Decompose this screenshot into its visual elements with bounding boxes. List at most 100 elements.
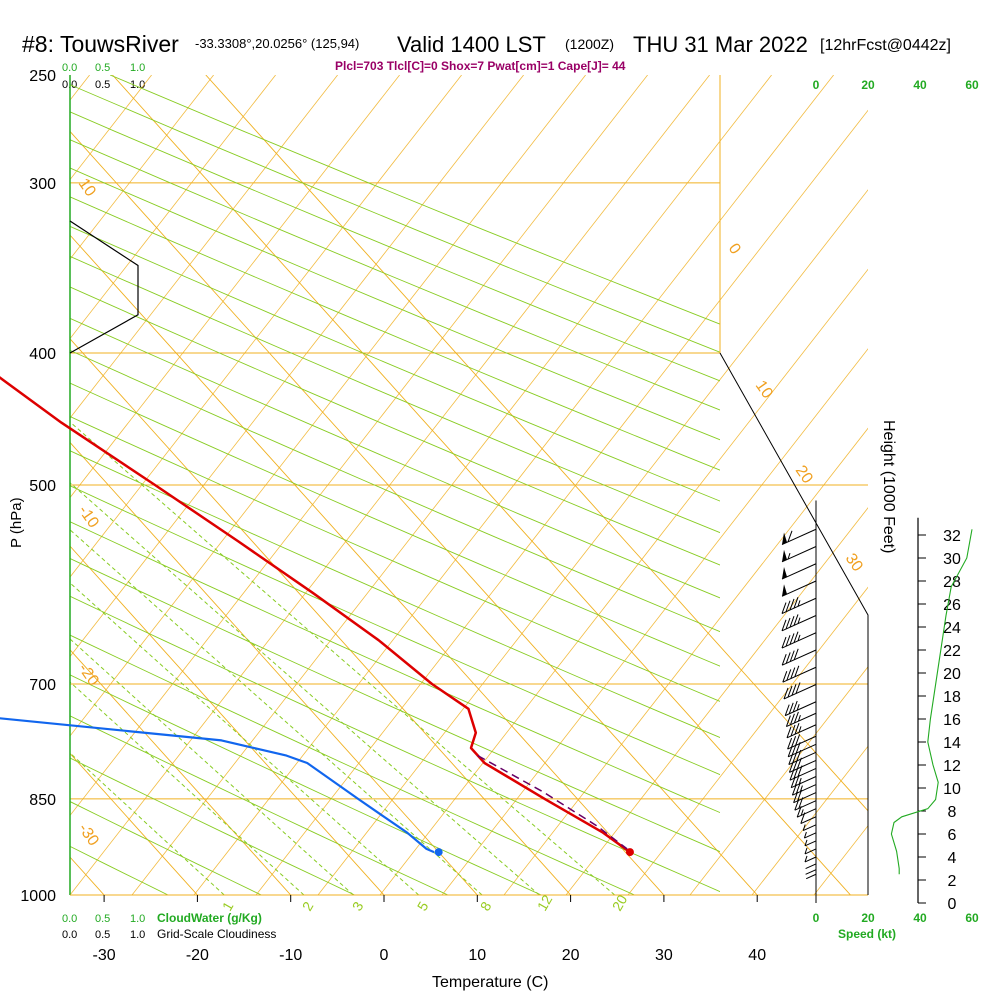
isotherm-label: -10: [75, 503, 102, 532]
isotherm-label: 30: [842, 551, 866, 575]
height-tick-label: 30: [943, 551, 961, 568]
barb-feather: [785, 652, 791, 664]
valid-time: Valid 1400 LST: [397, 32, 546, 57]
barb-feather: [796, 805, 802, 818]
height-tick-label: 8: [948, 804, 957, 821]
dry-adiabat-480: [109, 75, 720, 325]
barb-feather: [789, 598, 795, 611]
wind-barb: [805, 873, 817, 880]
mixing-ratio-lines: [70, 421, 616, 895]
wind-barb: [802, 824, 817, 832]
dry-adiabat-300: [70, 634, 635, 895]
barb-feather: [793, 596, 799, 609]
wind-barb: [781, 614, 817, 632]
barb-feather: [797, 789, 803, 802]
dry-adiabat-310: [70, 595, 720, 893]
dry-adiabat-450: [70, 139, 720, 411]
barb-shaft: [784, 701, 817, 717]
theta-line-0: [70, 75, 710, 895]
speed-tick-top: 20: [861, 78, 875, 92]
dry-adiabat-470: [70, 84, 720, 353]
cloudwater-scale-top: 0.0 0.5 1.0: [62, 62, 145, 74]
barb-feather: [789, 768, 795, 781]
cloudiness-scale-bottom: 0.0 0.5 1.0: [62, 929, 145, 941]
barb-feather: [794, 774, 800, 787]
barb-feather: [798, 797, 804, 809]
dry-adiabat-430: [70, 196, 720, 471]
wind-barb: [781, 631, 817, 649]
height-tick-label: 6: [948, 827, 957, 844]
wind-barb: [803, 831, 817, 839]
barb-feather: [795, 682, 801, 694]
y-tick-label: 1000: [20, 888, 56, 905]
wind-barb: [781, 563, 817, 580]
y-tick-label: 250: [29, 68, 56, 85]
mixing-ratio-20: [70, 421, 616, 895]
barb-feather: [793, 711, 799, 724]
wind-barb: [781, 528, 817, 546]
barb-feather: [789, 713, 795, 725]
barb-feather: [794, 799, 800, 811]
isotherm-20: [70, 338, 571, 895]
barb-half-feather: [797, 715, 801, 722]
speed-tick-top: 0: [813, 78, 820, 92]
wind-barb: [796, 805, 817, 818]
dry-adiabat-460: [70, 111, 720, 382]
barb-feather: [793, 648, 799, 660]
speed-tick-top: 40: [913, 78, 927, 92]
x-tick-label: -30: [93, 947, 116, 964]
barb-feather: [796, 757, 802, 769]
theta-line-5: [379, 268, 868, 895]
barb-shaft: [783, 684, 817, 700]
barb-half-feather: [797, 617, 801, 624]
wind-barb: [804, 855, 817, 863]
height-tick-label: 0: [948, 896, 957, 913]
barb-feather: [792, 751, 798, 763]
height-tick-label: 4: [948, 850, 957, 867]
barb-feather: [787, 685, 793, 698]
barb-pennant: [782, 567, 787, 580]
plot-frame: [69, 75, 869, 896]
barb-feather: [782, 671, 788, 683]
barb-shaft: [781, 649, 817, 666]
barb-feather: [785, 715, 791, 727]
isotherm--10: [70, 649, 292, 895]
speed-tick-bottom: 40: [913, 911, 927, 925]
height-tick-label: 28: [943, 574, 961, 591]
dry-adiabat-440: [70, 167, 720, 441]
barb-shaft: [781, 597, 817, 615]
forecast-info: [12hrFcst@0442z]: [820, 37, 951, 54]
theta-line-10: [689, 666, 868, 895]
wind-barb: [804, 839, 817, 847]
barb-shaft: [805, 869, 817, 875]
barb-shaft: [781, 546, 817, 563]
height-tick-label: 12: [943, 758, 961, 775]
isotherm-label: -30: [75, 821, 102, 850]
theta-line--7: [70, 75, 276, 340]
barb-feather: [781, 602, 787, 614]
stability-indices: Plcl=703 Tlcl[C]=0 Shox=7 Pwat[cm]=1 Cap…: [335, 59, 626, 73]
y-tick-label: 300: [29, 176, 56, 193]
tropopause-edge: [719, 352, 869, 895]
barb-feather: [787, 530, 793, 543]
theta-line-3: [255, 109, 868, 895]
theta-line-7: [503, 427, 868, 895]
theta-line--2: [70, 75, 586, 737]
wind-barb: [781, 580, 817, 597]
barb-pennant: [782, 549, 787, 562]
x-tick-label: 20: [562, 947, 580, 964]
station-title: #8: TouwsRiver: [22, 31, 179, 57]
sounding-profiles: [0, 376, 634, 857]
barb-feather: [793, 791, 799, 803]
x-tick-label: 40: [748, 947, 766, 964]
wind-barb: [805, 863, 817, 870]
barb-half-feather: [797, 634, 801, 642]
barb-feather: [795, 742, 801, 754]
isotherm-10: [70, 441, 478, 895]
theta-line-4: [317, 189, 868, 895]
barb-half-feather: [796, 704, 800, 711]
barb-feather: [790, 667, 796, 679]
barb-feather: [789, 633, 795, 645]
y-tick-label: 700: [29, 677, 56, 694]
